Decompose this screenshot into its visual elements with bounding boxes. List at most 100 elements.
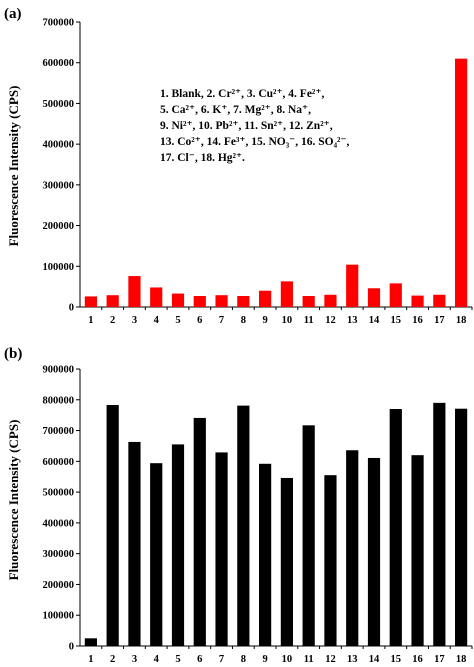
panel-b-bar — [106, 405, 119, 646]
panel-b-x-tick-label: 2 — [110, 654, 115, 665]
panel-b-y-tick-label: 400000 — [43, 518, 75, 529]
panel-b-x-tick-label: 10 — [282, 654, 293, 665]
panel-a-bar — [237, 296, 250, 307]
panel-a-x-tick-label: 6 — [197, 315, 202, 326]
panel-b-x-tick-label: 7 — [219, 654, 224, 665]
panel-b-x-tick-label: 4 — [154, 654, 160, 665]
panel-a-x-tick-label: 14 — [369, 315, 380, 326]
panel-b-x-tick-label: 9 — [262, 654, 267, 665]
panel-a-x-tick-label: 13 — [347, 315, 358, 326]
panel-b-x-tick-label: 3 — [132, 654, 137, 665]
panel-a-bar — [84, 296, 97, 307]
panel-a-x-tick-label: 15 — [391, 315, 402, 326]
panel-a-x-tick-label: 1 — [88, 315, 93, 326]
panel-b-bar — [433, 402, 446, 646]
panel-a-x-tick-label: 8 — [241, 315, 246, 326]
annotation-line: 13. Co²⁺, 14. Fe³⁺, 15. NO₃⁻, 16. SO₄²⁻, — [160, 136, 350, 148]
panel-a-bar — [128, 276, 141, 307]
panel-b-bar — [193, 417, 206, 646]
panel-a-x-tick-label: 9 — [262, 315, 267, 326]
panel-b-chart: 0 100000 200000 300000 400000 500000 600000 700… — [43, 365, 473, 665]
panel-a-bar — [324, 294, 337, 307]
panel-a-x-tick-label: 2 — [110, 315, 115, 326]
panel-a-chart: 0 100000 200000 300000 400000 500000 600000 700… — [43, 18, 473, 326]
panel-b-y-tick-label: 500000 — [43, 488, 75, 499]
panel-b-bar — [84, 638, 97, 646]
panel-a-y-tick-label: 500000 — [43, 99, 75, 110]
panel-a-bar — [215, 295, 228, 307]
panel-b-label: (b) — [4, 346, 22, 362]
panel-b-bar — [367, 457, 381, 646]
panel-b-bar — [171, 444, 185, 646]
panel-a-bar — [455, 58, 468, 308]
panel-b-y-tick-label: 600000 — [43, 457, 75, 468]
panel-b-x-tick-label: 11 — [304, 654, 314, 665]
panel-a-x-tick-label: 16 — [412, 315, 423, 326]
panel-b-bar — [302, 425, 315, 646]
panel-b-y-tick-label: 100000 — [43, 611, 75, 622]
panel-b-x-tick-label: 6 — [197, 654, 202, 665]
panel-a-bar — [259, 290, 272, 307]
panel-b-x-tick-label: 16 — [412, 654, 423, 665]
panel-a-x-tick-label: 12 — [325, 315, 336, 326]
panel-a-x-tick-label: 5 — [175, 315, 180, 326]
panel-a-y-tick-label: 300000 — [43, 180, 75, 191]
panel-a-bar — [367, 288, 381, 307]
panel-a-bar — [346, 264, 359, 307]
panel-b-bar — [411, 455, 424, 646]
annotation-line: 1. Blank, 2. Cr²⁺, 3. Cu²⁺, 4. Fe²⁺, — [160, 88, 324, 100]
panel-a-x-tick-label: 18 — [456, 315, 467, 326]
panel-a-y-tick-label: 0 — [69, 303, 74, 314]
panel-a-bar — [280, 281, 293, 307]
panel-a-bar — [433, 294, 446, 307]
panel-a-y-tick-label: 200000 — [43, 221, 75, 232]
panel-b-bar — [389, 409, 402, 646]
panel-b-y-tick-label: 200000 — [43, 580, 75, 591]
panel-a-label: (a) — [4, 6, 22, 22]
panel-a-y-tick-label: 700000 — [43, 18, 75, 29]
panel-a-x-tick-label: 11 — [304, 315, 314, 326]
panel-b-y-tick-label: 300000 — [43, 549, 75, 560]
panel-b-bar — [455, 408, 468, 646]
panel-b-y-tick-label: 900000 — [43, 365, 75, 376]
annotation-line: 9. Ni²⁺, 10. Pb²⁺, 11. Sn²⁺, 12. Zn²⁺, — [160, 120, 333, 132]
panel-a-y-tick-label: 600000 — [43, 58, 75, 69]
panel-b-x-tick-label: 12 — [325, 654, 336, 665]
panel-b-bar — [259, 463, 272, 646]
panel-b-bar — [128, 441, 141, 646]
panel-b-x-tick-label: 5 — [175, 654, 180, 665]
panel-a-bar — [171, 293, 185, 307]
panel-a-x-tick-label: 3 — [132, 315, 137, 326]
panel-b-x-tick-label: 17 — [434, 654, 445, 665]
panel-b-bar — [346, 450, 359, 646]
panel-b-bar — [237, 405, 250, 646]
panel-b-x-tick-label: 1 — [88, 654, 93, 665]
panel-a-x-tick-label: 4 — [154, 315, 160, 326]
panel-a-y-tick-label: 100000 — [43, 262, 75, 273]
panel-a-bar — [411, 295, 424, 307]
panel-a-x-tick-label: 17 — [434, 315, 445, 326]
annotation-line: 5. Ca²⁺, 6. K⁺, 7. Mg²⁺, 8. Na⁺, — [160, 104, 311, 116]
annotation-line: 17. Cl⁻, 18. Hg²⁺. — [160, 152, 245, 164]
panel-b-y-tick-label: 700000 — [43, 426, 75, 437]
panel-b-x-tick-label: 18 — [456, 654, 467, 665]
panel-a-bar — [150, 287, 163, 307]
panel-b-x-tick-label: 8 — [241, 654, 246, 665]
panel-a-annotation: 1. Blank, 2. Cr²⁺, 3. Cu²⁺, 4. Fe²⁺, 5. … — [160, 88, 350, 164]
panel-a-x-tick-label: 10 — [282, 315, 293, 326]
panel-b-bar — [150, 463, 163, 646]
panel-b-y-tick-label: 800000 — [43, 395, 75, 406]
panel-a-bar — [302, 296, 315, 307]
panel-b-bar — [324, 475, 337, 646]
panel-b-y-tick-label: 0 — [69, 642, 74, 653]
panel-b-y-axis-label: Fluorescence Intensity (CPS) — [6, 420, 21, 581]
panel-a-y-axis-label: Fluorescence Intensity (CPS) — [6, 86, 21, 247]
panel-b-bar — [280, 477, 293, 646]
panel-a-x-tick-label: 7 — [219, 315, 224, 326]
panel-a-bar — [106, 295, 119, 307]
panel-a-bar — [389, 283, 402, 307]
panel-b-x-tick-label: 14 — [369, 654, 380, 665]
panel-a-bar — [193, 296, 206, 307]
panel-a-y-tick-label: 400000 — [43, 140, 75, 151]
